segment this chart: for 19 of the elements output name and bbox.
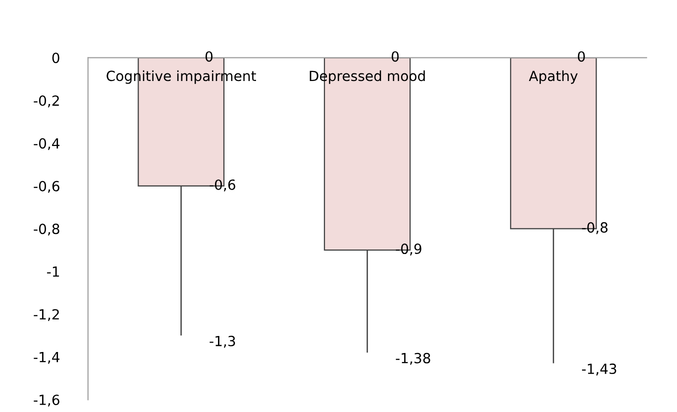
annotation: 0: [206, 51, 213, 62]
annotation: 0: [578, 51, 585, 62]
annotation: -1,3: [210, 336, 236, 348]
annotation: 0: [392, 51, 399, 62]
annotation: -1,38: [396, 352, 430, 365]
y-tick-label: -1: [47, 266, 59, 277]
y-tick-label: 0: [52, 52, 60, 64]
y-tick-label: -1,2: [34, 309, 59, 322]
y-tick-label: -0,4: [34, 138, 60, 150]
data-label: -0,8: [582, 222, 608, 234]
y-tick-label: -0,8: [34, 224, 60, 236]
y-tick-label: -1,6: [34, 394, 60, 407]
y-tick-label: -0,6: [34, 180, 60, 193]
annotation: -1,43: [582, 364, 616, 376]
data-label: -0,6: [210, 179, 236, 192]
data-label: -0,9: [396, 244, 422, 256]
y-tick-label: -1,4: [34, 352, 60, 364]
y-tick-label: -0,2: [34, 95, 59, 108]
x-tick-label: Apathy: [528, 70, 578, 84]
